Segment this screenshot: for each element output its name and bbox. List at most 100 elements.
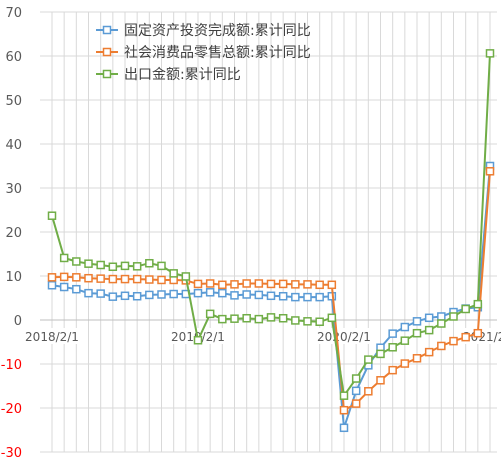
y-tick-label: 30 [5,182,22,197]
series-2 [47,49,495,400]
data-point [47,273,57,282]
data-point [278,291,288,301]
legend-swatch-marker [102,25,112,35]
data-point [132,262,142,271]
x-tick-background [20,328,84,344]
data-point [230,291,239,300]
y-tick-label: -30 [1,446,22,461]
data-point [72,257,81,266]
data-point [205,288,215,297]
data-point [388,365,397,375]
data-point [376,349,385,359]
data-point [84,288,93,298]
data-point [242,313,251,323]
data-point [461,304,470,314]
data-point [291,316,300,325]
data-point [145,275,154,284]
data-point [437,319,446,328]
data-point [254,314,264,324]
data-point [96,260,105,270]
data-point [473,299,483,309]
y-tick-label: 10 [5,270,22,285]
data-point [412,317,422,326]
data-point [193,288,203,298]
data-point [47,280,57,290]
data-point [145,258,154,268]
series-0 [47,161,495,433]
data-point [412,328,422,338]
y-tick-label: 0 [14,314,22,329]
data-point [449,312,458,321]
legend-item: 社会消费品零售总额:累计同比 [96,45,311,61]
y-tick-label: -20 [1,402,22,417]
data-point [315,317,324,327]
data-point [278,279,288,289]
legend-item: 出口金额:累计同比 [96,67,241,83]
x-tick-label: 2018/2/1 [25,330,79,344]
legend-label: 出口金额:累计同比 [124,67,241,83]
data-point [193,335,203,345]
data-point [145,290,154,300]
data-point [291,280,300,289]
data-point [59,253,69,263]
data-point [327,280,337,290]
data-point [303,280,312,289]
data-point [266,313,276,322]
data-point [96,274,105,283]
legend-swatch-marker [102,47,112,57]
data-point [424,313,434,323]
x-tick: 2018/2/1 [20,328,84,344]
data-point [205,279,215,288]
data-point [169,269,178,278]
data-point [315,292,324,302]
x-tick-background [312,328,376,344]
data-point [315,280,324,290]
data-point [108,274,118,284]
data-point [327,313,337,323]
data-point [169,289,178,299]
data-point [218,288,227,298]
data-point [485,49,495,58]
data-point [181,272,191,281]
data-point [193,279,203,289]
data-point [59,272,69,282]
data-point [351,399,361,408]
y-axis-ticks: -30 -20 -10 0 10 20 30 40 50 60 70 [1,6,22,461]
data-point [157,290,166,299]
data-point [120,291,130,301]
data-point [84,259,93,268]
data-point [132,274,142,284]
legend-item: 固定资产投资完成额:累计同比 [96,23,311,39]
x-tick-label: 2020/2/1 [317,330,371,344]
data-point [72,273,81,282]
data-point [449,336,458,346]
data-point [108,262,118,272]
y-tick-label: 40 [5,138,22,153]
data-point [230,280,239,289]
y-tick-label: -10 [1,358,22,373]
data-point [278,313,288,323]
data-point [412,354,422,363]
data-point [364,387,373,396]
data-point [108,292,118,301]
data-point [84,273,93,283]
data-point [376,376,385,385]
data-point [339,391,349,400]
data-point [400,322,410,332]
y-tick-label: 60 [5,50,22,65]
data-point [120,261,130,271]
data-point [120,274,130,284]
data-point [400,336,410,345]
data-point [230,314,239,323]
x-tick: 2020/2/1 [312,328,376,344]
data-point [218,280,227,290]
data-point [266,291,276,301]
data-point [157,275,166,285]
data-point [485,167,495,176]
y-tick-label: 20 [5,226,22,241]
data-point [254,279,264,288]
data-point [205,309,215,319]
data-point [424,325,434,335]
